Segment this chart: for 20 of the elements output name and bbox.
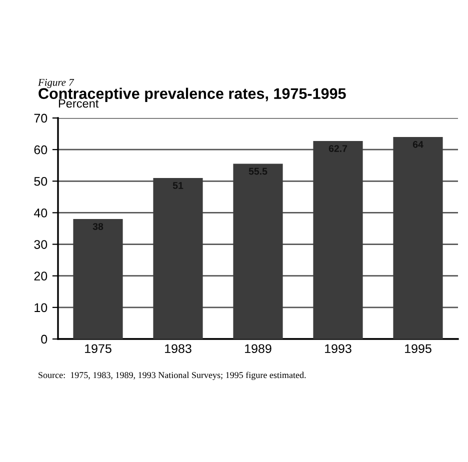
x-tick-label: 1995 [405,344,432,354]
bar [233,164,283,339]
x-tick-label: 1975 [85,344,112,354]
x-tick-label: 1993 [325,344,352,354]
y-tick-label: 40 [34,208,48,218]
y-tick-label: 50 [34,176,48,186]
chart-subtitle: Figure 7 [38,78,74,88]
bar [313,141,363,339]
source-note: Source: 1975, 1983, 1989, 1993 National Surveys; 1995 figure estimated. [38,372,306,380]
bar [393,136,443,339]
y-tick-label: 70 [34,114,48,123]
bar [73,219,123,339]
y-tick-label: 60 [34,145,48,154]
y-tick-label: 20 [34,272,48,281]
y-tick-label: 0 [41,334,48,344]
y-tick-label: 30 [34,240,48,249]
bar [153,178,203,339]
x-tick-label: 1989 [245,344,272,354]
x-tick-label: 1983 [165,344,192,354]
y-tick-label: 10 [34,303,48,312]
